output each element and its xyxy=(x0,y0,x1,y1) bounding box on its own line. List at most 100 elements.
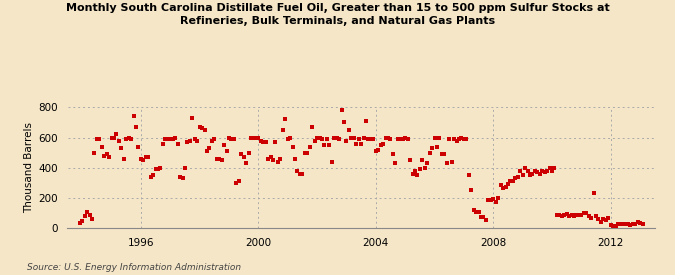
Point xyxy=(610,224,621,228)
Point xyxy=(118,156,129,161)
Point xyxy=(275,157,286,162)
Point xyxy=(603,216,614,220)
Point xyxy=(104,155,115,160)
Point xyxy=(255,138,266,143)
Point xyxy=(324,143,335,147)
Point xyxy=(608,224,618,228)
Point xyxy=(551,212,562,217)
Point xyxy=(412,173,423,178)
Point xyxy=(231,181,242,185)
Point xyxy=(414,167,425,172)
Point xyxy=(97,144,107,149)
Point xyxy=(124,135,134,140)
Point xyxy=(517,172,528,177)
Point xyxy=(199,128,210,132)
Point xyxy=(532,170,543,175)
Point xyxy=(339,120,350,125)
Point xyxy=(302,150,313,155)
Point xyxy=(234,179,244,184)
Point xyxy=(86,217,97,221)
Point xyxy=(615,222,626,226)
Point xyxy=(130,125,141,129)
Point xyxy=(446,160,457,164)
Point xyxy=(243,150,254,155)
Point xyxy=(595,220,606,224)
Point xyxy=(196,126,207,131)
Point xyxy=(578,211,589,215)
Point xyxy=(598,217,609,221)
Point xyxy=(464,173,475,178)
Point xyxy=(79,214,90,218)
Point xyxy=(216,158,227,162)
Point xyxy=(312,135,323,140)
Point xyxy=(229,137,240,141)
Point xyxy=(437,152,448,156)
Point xyxy=(461,137,472,141)
Point xyxy=(344,128,354,132)
Point xyxy=(221,149,232,153)
Point xyxy=(253,135,264,140)
Point xyxy=(358,135,369,140)
Text: Monthly South Carolina Distillate Fuel Oil, Greater than 15 to 500 ppm Sulfur St: Monthly South Carolina Distillate Fuel O… xyxy=(65,3,610,26)
Point xyxy=(82,210,92,214)
Point xyxy=(214,156,225,161)
Point xyxy=(128,113,139,118)
Point xyxy=(300,150,310,155)
Point xyxy=(427,146,437,150)
Point xyxy=(177,176,188,181)
Point xyxy=(568,214,579,218)
Point xyxy=(133,144,144,149)
Point xyxy=(417,158,428,162)
Point xyxy=(333,137,344,141)
Point xyxy=(441,161,452,166)
Point xyxy=(476,215,487,219)
Point xyxy=(419,166,430,170)
Point xyxy=(189,137,200,141)
Point xyxy=(84,212,95,217)
Point xyxy=(155,166,166,170)
Point xyxy=(424,150,435,155)
Point xyxy=(126,137,136,141)
Point xyxy=(588,191,599,196)
Point xyxy=(470,210,481,214)
Point xyxy=(116,146,127,150)
Point xyxy=(341,138,352,143)
Point xyxy=(192,138,202,143)
Point xyxy=(297,172,308,176)
Point xyxy=(263,157,273,162)
Point xyxy=(250,135,261,140)
Point xyxy=(402,137,413,141)
Point xyxy=(219,143,230,147)
Point xyxy=(94,137,105,141)
Point xyxy=(136,156,146,161)
Point xyxy=(148,173,159,178)
Point xyxy=(175,175,186,179)
Point xyxy=(180,166,190,170)
Point xyxy=(89,150,100,155)
Point xyxy=(258,140,269,144)
Point xyxy=(326,160,337,164)
Point xyxy=(505,179,516,184)
Point xyxy=(277,128,288,132)
Text: Source: U.S. Energy Information Administration: Source: U.S. Energy Information Administ… xyxy=(27,263,241,272)
Point xyxy=(241,161,252,166)
Point xyxy=(378,141,389,146)
Point xyxy=(630,222,641,226)
Point xyxy=(571,212,582,217)
Point xyxy=(510,176,520,181)
Point xyxy=(371,149,381,153)
Point xyxy=(618,222,628,227)
Point xyxy=(363,137,374,141)
Point xyxy=(547,169,558,173)
Point xyxy=(77,218,88,223)
Point xyxy=(593,217,604,221)
Point xyxy=(454,137,464,141)
Point xyxy=(458,137,469,141)
Point xyxy=(613,222,624,227)
Point xyxy=(431,144,442,149)
Point xyxy=(321,137,332,141)
Point xyxy=(451,138,462,143)
Point xyxy=(280,117,291,122)
Point xyxy=(360,119,371,123)
Point xyxy=(605,223,616,227)
